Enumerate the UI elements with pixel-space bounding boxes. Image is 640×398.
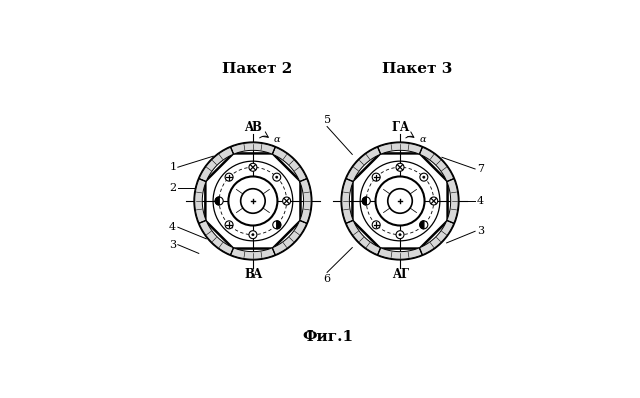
Circle shape	[283, 197, 291, 205]
Circle shape	[225, 173, 233, 181]
Circle shape	[396, 231, 404, 239]
Text: Пакет 2: Пакет 2	[222, 62, 292, 76]
Polygon shape	[300, 179, 311, 223]
Polygon shape	[230, 143, 275, 154]
Text: α: α	[274, 135, 280, 144]
Circle shape	[241, 189, 265, 213]
Text: 6: 6	[323, 274, 331, 284]
Polygon shape	[195, 179, 206, 223]
Circle shape	[228, 176, 277, 226]
Polygon shape	[199, 147, 234, 181]
Circle shape	[249, 163, 257, 171]
Circle shape	[399, 234, 401, 236]
Circle shape	[273, 221, 281, 229]
Polygon shape	[346, 220, 381, 255]
Circle shape	[376, 176, 424, 226]
Circle shape	[429, 197, 438, 205]
Text: 4: 4	[477, 196, 484, 206]
Circle shape	[225, 221, 233, 229]
Text: B: B	[252, 121, 262, 134]
Text: 3: 3	[477, 226, 484, 236]
Circle shape	[215, 197, 223, 205]
Circle shape	[420, 173, 428, 181]
Text: Фиг.1: Фиг.1	[303, 330, 353, 344]
Polygon shape	[419, 147, 454, 181]
Polygon shape	[420, 221, 424, 229]
Text: Г: Г	[391, 121, 399, 134]
Circle shape	[396, 163, 404, 171]
Text: 3: 3	[169, 240, 176, 250]
Text: 1: 1	[169, 162, 176, 172]
Text: A: A	[252, 268, 262, 281]
Polygon shape	[447, 179, 458, 223]
Circle shape	[252, 234, 254, 236]
Circle shape	[388, 189, 412, 213]
Text: α: α	[419, 135, 426, 144]
Circle shape	[372, 221, 380, 229]
Text: 2: 2	[169, 183, 176, 193]
Polygon shape	[378, 143, 422, 154]
Circle shape	[249, 231, 257, 239]
Text: A: A	[392, 268, 401, 281]
Text: 7: 7	[477, 164, 484, 174]
Polygon shape	[276, 221, 281, 229]
Circle shape	[276, 176, 278, 178]
Text: Пакет 3: Пакет 3	[381, 62, 452, 76]
Text: Г: Г	[401, 268, 409, 281]
Circle shape	[422, 176, 425, 178]
Polygon shape	[199, 220, 234, 255]
Text: A: A	[244, 121, 253, 134]
Polygon shape	[346, 147, 381, 181]
Polygon shape	[342, 179, 353, 223]
Polygon shape	[378, 248, 422, 259]
Polygon shape	[230, 248, 275, 259]
Circle shape	[420, 221, 428, 229]
Polygon shape	[272, 220, 307, 255]
Circle shape	[273, 173, 281, 181]
Polygon shape	[215, 197, 220, 205]
Text: 4: 4	[169, 222, 176, 232]
Circle shape	[362, 197, 371, 205]
Polygon shape	[272, 147, 307, 181]
Text: A: A	[399, 121, 408, 134]
Circle shape	[372, 173, 380, 181]
Polygon shape	[419, 220, 454, 255]
Text: 5: 5	[323, 115, 331, 125]
Polygon shape	[362, 197, 366, 205]
Text: B: B	[244, 268, 254, 281]
